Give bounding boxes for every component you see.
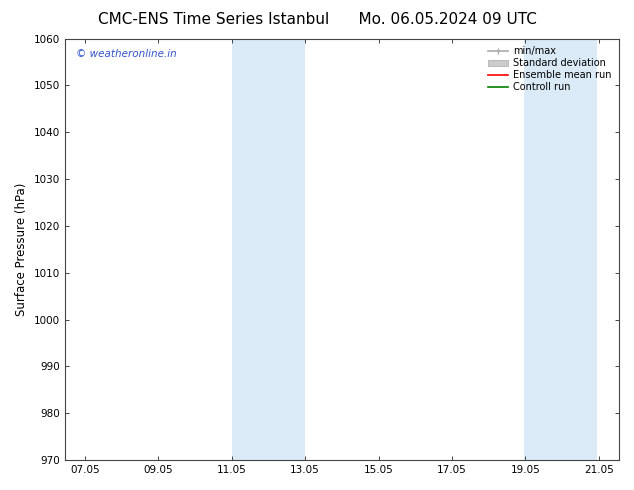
Bar (524, 39, 597, 460)
Text: © weatheronline.in: © weatheronline.in (75, 49, 176, 59)
Bar (231, 39, 305, 460)
Y-axis label: Surface Pressure (hPa): Surface Pressure (hPa) (15, 183, 28, 316)
Legend: min/max, Standard deviation, Ensemble mean run, Controll run: min/max, Standard deviation, Ensemble me… (486, 44, 614, 95)
Text: CMC-ENS Time Series Istanbul      Mo. 06.05.2024 09 UTC: CMC-ENS Time Series Istanbul Mo. 06.05.2… (98, 12, 536, 27)
